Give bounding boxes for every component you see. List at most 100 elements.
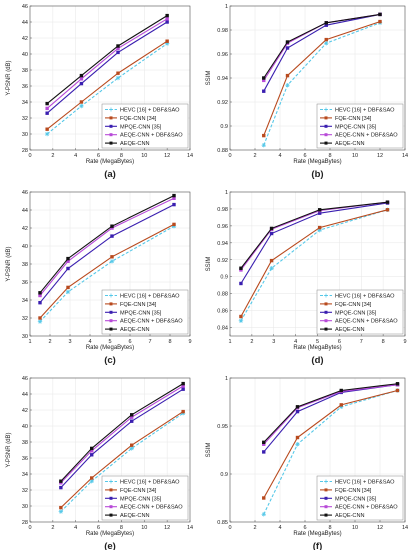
legend-entry: AEQE-CNN <box>120 513 150 519</box>
x-tick-label: 12 <box>164 153 170 159</box>
y-axis-label: Y-PSNR (dB) <box>6 60 12 95</box>
legend: HEVC [16] + DBF&SAO FQE-CNN [34] MPQE-CNN … <box>101 103 189 149</box>
legend-entry: AEQE-CNN + DBF&SAO <box>120 133 183 139</box>
y-tick-label: 46 <box>22 376 28 382</box>
series-4 <box>45 13 169 106</box>
data-point <box>110 234 114 238</box>
data-point <box>395 388 400 393</box>
series-line <box>240 209 388 317</box>
series-1 <box>45 39 169 131</box>
x-tick-label: 8 <box>382 339 385 345</box>
x-tick-label: 8 <box>120 153 123 159</box>
x-tick-label: 1 <box>28 339 31 345</box>
series-line <box>39 223 175 319</box>
x-tick-label: 6 <box>303 525 306 531</box>
data-point <box>130 413 134 417</box>
legend-entry: AEQE-CNN <box>335 513 365 519</box>
data-point <box>129 446 134 451</box>
legend-marker <box>324 488 328 492</box>
y-tick-label: 30 <box>22 132 28 138</box>
x-axis-label: Rate (MegaBytes) <box>293 345 341 351</box>
series-4 <box>59 381 185 483</box>
y-tick-label: 42 <box>22 226 28 232</box>
legend-entry: FQE-CNN [34] <box>335 116 372 122</box>
data-point <box>90 449 94 453</box>
data-point <box>239 281 243 286</box>
x-tick-label: 8 <box>120 525 123 531</box>
y-tick-label: 30 <box>22 334 28 340</box>
legend-marker <box>324 302 328 306</box>
series-2 <box>38 202 176 305</box>
x-tick-label: 6 <box>97 525 100 531</box>
data-point <box>285 73 290 78</box>
data-point <box>38 301 42 305</box>
data-point <box>339 388 343 393</box>
legend-entry: MPQE-CNN [35] <box>120 310 162 316</box>
data-point <box>295 435 300 440</box>
series-4 <box>262 12 382 80</box>
panel-label: (c) <box>104 355 116 366</box>
data-point <box>385 200 390 204</box>
y-axis-label: Y-PSNR (dB) <box>6 432 12 467</box>
data-point <box>269 258 274 263</box>
series-4 <box>262 382 400 445</box>
data-point <box>181 381 185 386</box>
y-axis-label: SSIM <box>206 443 212 458</box>
data-point <box>239 266 243 270</box>
x-tick-label: 14 <box>402 153 408 159</box>
y-tick-label: 0.95 <box>217 424 228 430</box>
x-tick-label: 4 <box>294 339 297 345</box>
series-line <box>240 202 388 284</box>
legend-entry: MPQE-CNN [35] <box>120 496 162 502</box>
data-point <box>172 196 176 200</box>
data-point <box>59 485 63 490</box>
x-tick-label: 10 <box>352 153 358 159</box>
y-tick-label: 38 <box>22 440 28 446</box>
x-tick-label: 3 <box>68 339 71 345</box>
series-0 <box>44 41 170 137</box>
legend-entry: HEVC [16] + DBF&SAO <box>335 108 395 114</box>
data-point <box>262 133 266 138</box>
x-tick-label: 6 <box>128 339 131 345</box>
legend-marker <box>109 124 113 128</box>
series-line <box>39 197 175 296</box>
series-line <box>263 389 398 499</box>
data-point <box>38 291 42 295</box>
legend-marker <box>109 310 113 314</box>
y-tick-label: 32 <box>22 488 28 494</box>
series-line <box>263 384 398 445</box>
x-tick-label: 2 <box>250 339 253 345</box>
y-tick-label: 42 <box>22 36 28 42</box>
data-point <box>317 227 322 233</box>
data-point <box>172 202 176 207</box>
y-tick-label: 28 <box>22 148 28 154</box>
series-line <box>39 204 175 304</box>
data-point <box>295 405 300 409</box>
x-tick-label: 10 <box>141 525 147 531</box>
data-point <box>165 17 169 21</box>
legend-entry: FQE-CNN [34] <box>120 116 157 122</box>
data-point <box>285 83 290 88</box>
data-point <box>339 403 343 407</box>
legend-entry: HEVC [16] + DBF&SAO <box>335 294 395 300</box>
data-point <box>262 450 266 454</box>
legend-marker <box>324 124 328 128</box>
data-point <box>295 409 300 414</box>
panel-label: (d) <box>311 355 323 366</box>
axes-frame <box>229 377 406 523</box>
x-tick-label: 8 <box>328 525 331 531</box>
legend-box <box>101 289 189 335</box>
data-point <box>317 225 322 230</box>
data-point <box>324 37 328 42</box>
legend-marker <box>109 319 113 323</box>
data-point <box>172 222 176 227</box>
data-point <box>378 19 382 24</box>
data-point <box>130 415 134 419</box>
legend-marker <box>109 302 113 306</box>
data-point <box>79 81 84 86</box>
x-tick-label: 14 <box>187 525 193 531</box>
data-point <box>261 512 266 517</box>
